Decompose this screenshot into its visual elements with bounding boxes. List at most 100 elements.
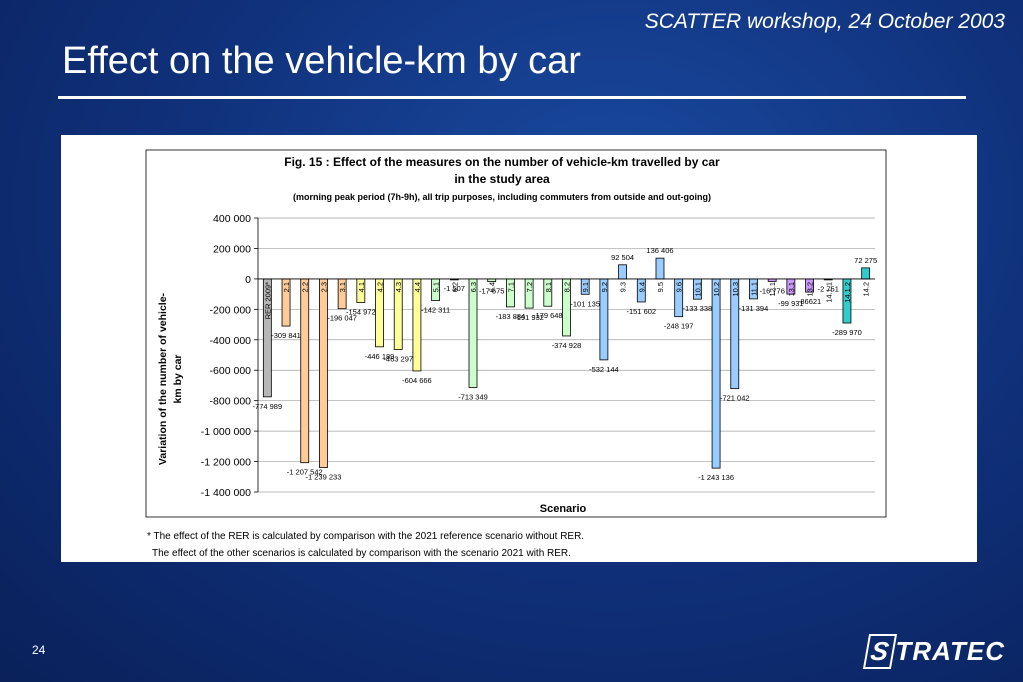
value-label: -289 970 bbox=[832, 328, 862, 337]
value-label: -248 197 bbox=[664, 322, 694, 331]
value-label: 136 406 bbox=[646, 246, 673, 255]
y-tick-label: -400 000 bbox=[210, 335, 252, 347]
value-label: -154 972 bbox=[346, 307, 376, 316]
category-label: 4.4 bbox=[413, 282, 422, 292]
category-label: 14.1.1 bbox=[824, 282, 833, 303]
logo-text: TRATEC bbox=[895, 636, 1005, 666]
slide-title: Effect on the vehicle-km by car bbox=[62, 40, 581, 82]
value-label: -604 666 bbox=[402, 376, 432, 385]
category-label: 7.1 bbox=[506, 282, 515, 292]
chart-title-line1: Fig. 15 : Effect of the measures on the … bbox=[284, 155, 720, 169]
y-tick-label: -200 000 bbox=[210, 304, 252, 316]
category-label: 14.2 bbox=[862, 282, 871, 297]
value-label: -463 297 bbox=[383, 354, 413, 363]
value-label: -196 047 bbox=[327, 314, 357, 323]
value-label: -1 239 233 bbox=[306, 473, 342, 482]
footnote-rer: * The effect of the RER is calculated by… bbox=[147, 531, 585, 542]
value-label: -151 602 bbox=[626, 307, 656, 316]
value-label: -101 135 bbox=[570, 299, 600, 308]
y-tick-label: -1 400 000 bbox=[201, 487, 251, 499]
category-label: 10.2 bbox=[712, 282, 721, 297]
category-label: 2.2 bbox=[301, 282, 310, 292]
category-label: 4.2 bbox=[376, 282, 385, 292]
category-label: RER 2009* bbox=[263, 282, 272, 320]
y-tick-label: 400 000 bbox=[213, 213, 251, 225]
value-label: -191 932 bbox=[514, 313, 544, 322]
y-axis-label-line1: Variation of the number of vehicle- bbox=[157, 292, 169, 465]
value-label: -183 884 bbox=[496, 312, 526, 321]
value-label: -99 931 bbox=[778, 299, 803, 308]
category-label: 2.3 bbox=[319, 282, 328, 292]
logo-initial: S bbox=[863, 634, 898, 669]
value-label: -1 207 542 bbox=[287, 468, 323, 477]
bar bbox=[711, 278, 721, 469]
category-label: 13.1 bbox=[787, 282, 796, 297]
category-label: 9.5 bbox=[656, 282, 665, 292]
category-label: 9.1 bbox=[581, 282, 590, 292]
bar bbox=[319, 278, 328, 468]
y-tick-label: 0 bbox=[245, 274, 251, 286]
category-label: 13.2 bbox=[806, 282, 815, 297]
value-label: -179 648 bbox=[533, 311, 563, 320]
category-label: 12.1 bbox=[768, 282, 777, 297]
category-label: 9.4 bbox=[637, 282, 646, 292]
category-label: 14.1.2 bbox=[843, 282, 852, 303]
value-label: -142 311 bbox=[421, 306, 450, 315]
chart-title-line2: in the study area bbox=[454, 172, 550, 186]
category-label: 4.3 bbox=[394, 282, 403, 292]
x-axis-label: Scenario bbox=[540, 503, 587, 515]
bar bbox=[618, 264, 627, 280]
value-label: -17 675 bbox=[479, 287, 504, 296]
value-label: -374 928 bbox=[552, 341, 582, 350]
category-label: 9.6 bbox=[675, 282, 684, 292]
value-label: -713 349 bbox=[458, 392, 488, 401]
category-label: 6.2 bbox=[450, 282, 459, 292]
value-label: -774 989 bbox=[253, 402, 283, 411]
category-label: 5.1 bbox=[432, 282, 441, 292]
category-label: 2.1 bbox=[282, 282, 291, 292]
workshop-header: SCATTER workshop, 24 October 2003 bbox=[644, 10, 1005, 33]
y-tick-label: -1 200 000 bbox=[201, 457, 251, 469]
value-label: -133 338 bbox=[683, 304, 713, 313]
category-label: 3.1 bbox=[338, 282, 347, 292]
category-label: 10.3 bbox=[731, 282, 740, 297]
value-label: -532 144 bbox=[589, 365, 619, 374]
value-label: -721 042 bbox=[720, 394, 750, 403]
value-label: -86621 bbox=[798, 297, 821, 306]
value-label: -2 751 bbox=[818, 284, 839, 293]
category-label: 8.1 bbox=[544, 282, 553, 292]
bar bbox=[468, 278, 478, 388]
bar bbox=[300, 278, 310, 464]
title-divider bbox=[58, 96, 966, 99]
category-label: 4.1 bbox=[357, 282, 366, 292]
category-label: 10.1 bbox=[693, 282, 702, 297]
stratec-logo: S TRATEC bbox=[863, 634, 1005, 669]
chart-subtitle: (morning peak period (7h-9h), all trip p… bbox=[293, 192, 711, 202]
category-label: 9.2 bbox=[600, 282, 609, 292]
page-number: 24 bbox=[32, 643, 46, 657]
y-tick-label: -1 000 000 bbox=[201, 426, 251, 438]
value-label: -446 189 bbox=[365, 352, 395, 361]
y-tick-label: 200 000 bbox=[213, 243, 251, 255]
category-label: 7.2 bbox=[525, 282, 534, 292]
footnote-scenarios: The effect of the other scenarios is cal… bbox=[152, 548, 571, 559]
y-axis-label-line2: km by car bbox=[172, 354, 184, 403]
value-label: -309 841 bbox=[271, 331, 301, 340]
category-label: 11.1 bbox=[749, 282, 758, 296]
value-label: -131 394 bbox=[739, 304, 769, 313]
bar-chart: Fig. 15 : Effect of the measures on the … bbox=[145, 149, 887, 518]
value-label: -1 507 bbox=[444, 284, 465, 293]
value-label: 92 504 bbox=[611, 253, 634, 262]
y-tick-label: -600 000 bbox=[210, 365, 252, 377]
category-label: 8.2 bbox=[563, 282, 572, 292]
value-label: -16 776 bbox=[759, 286, 784, 295]
bar bbox=[655, 257, 665, 280]
bar bbox=[861, 267, 871, 280]
value-label: 72 275 bbox=[854, 256, 877, 265]
category-label: 6.3 bbox=[469, 282, 478, 292]
category-label: 6.4 bbox=[488, 282, 497, 292]
chart-panel: Fig. 15 : Effect of the measures on the … bbox=[61, 135, 977, 562]
value-label: -1 243 136 bbox=[698, 473, 734, 482]
category-label: 9.3 bbox=[619, 282, 628, 292]
y-tick-label: -800 000 bbox=[210, 396, 252, 408]
